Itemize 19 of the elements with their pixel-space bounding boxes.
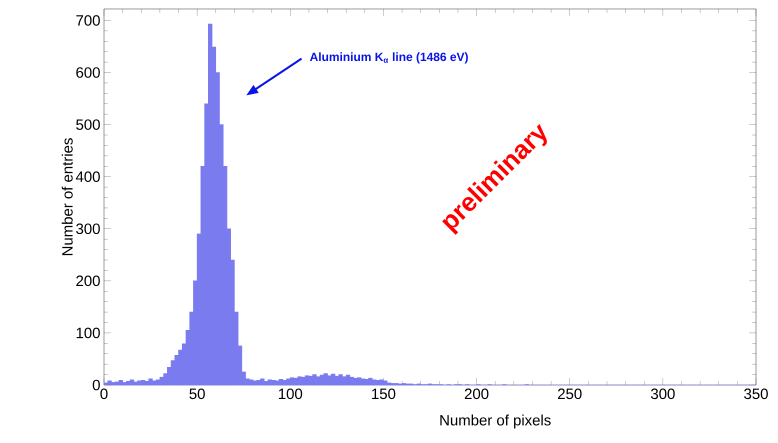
x-tick-label: 300	[650, 388, 675, 400]
y-tick-label: 100	[76, 328, 100, 338]
y-tick-label: 0	[92, 380, 100, 390]
y-tick-label: 500	[76, 119, 100, 130]
x-axis-title: Number of pixels	[440, 414, 551, 428]
x-tick-label: 350	[744, 388, 768, 400]
x-tick-label: 250	[558, 388, 582, 400]
y-tick-label: 300	[76, 223, 100, 234]
x-tick-label: 150	[372, 388, 396, 400]
y-tick-label: 600	[76, 67, 100, 78]
y-tick-label: 700	[76, 15, 100, 26]
y-axis-title: Number of entries	[62, 138, 73, 256]
x-tick-label: 200	[464, 388, 488, 400]
y-tick-label: 400	[76, 171, 100, 182]
x-tick-label: 100	[278, 388, 302, 400]
annotation: Aluminium K$_{α}$ line (1486 eV)	[310, 52, 468, 64]
x-tick-label: 50	[189, 388, 205, 400]
x-tick-label: 0	[100, 388, 108, 400]
y-tick-label: 200	[76, 276, 100, 286]
